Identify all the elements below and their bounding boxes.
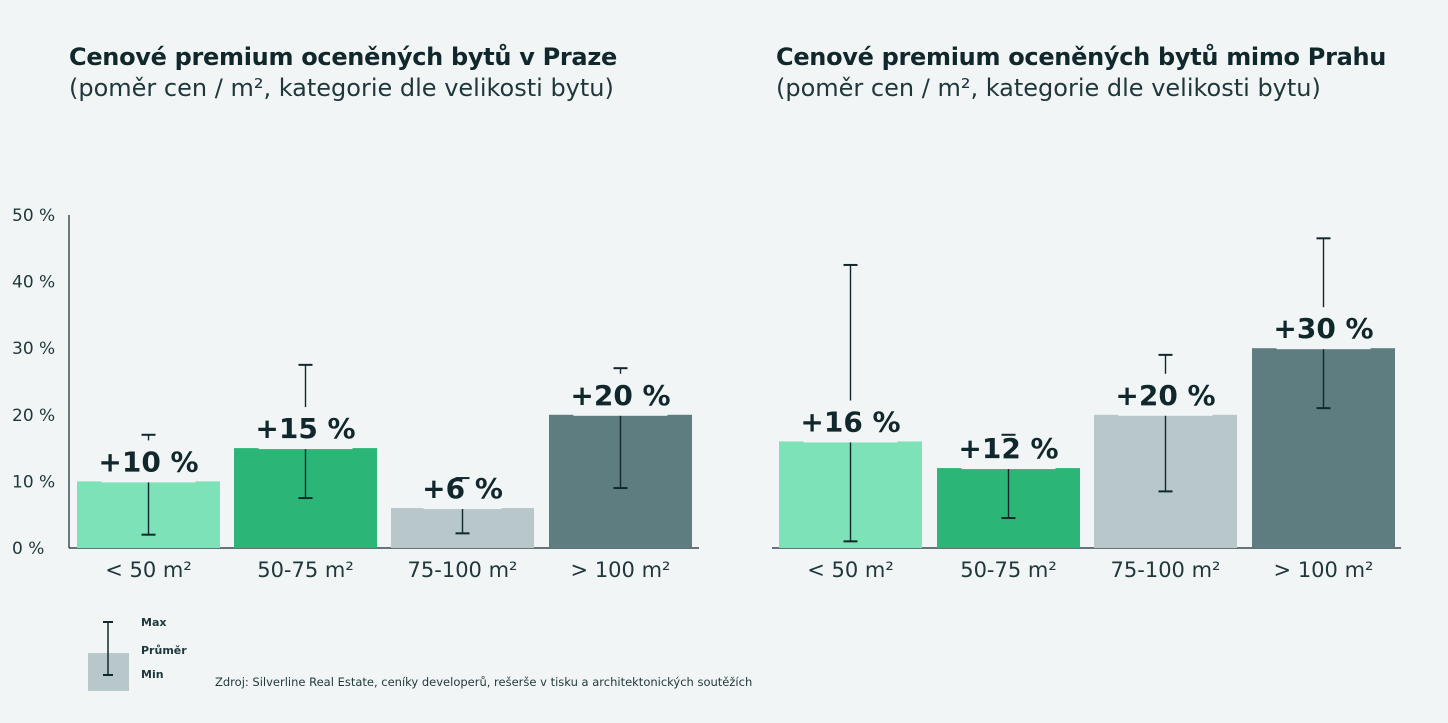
- y-tick-label: 10 %: [12, 472, 55, 492]
- x-tick-label: > 100 m²: [571, 558, 671, 582]
- chart-panel-outside-prague: +16 % < 50 m² +12 % 50-75 m² +20 % 75-100 m² +…: [772, 237, 1401, 582]
- data-label-background: [573, 373, 668, 416]
- data-label: +15 %: [255, 412, 355, 445]
- data-label-background: [1276, 307, 1371, 350]
- x-tick-label: 75-100 m²: [1111, 558, 1221, 582]
- chart-title-prague: Cenové premium oceněných bytů v Praze (p…: [69, 42, 617, 104]
- data-label-background: [101, 440, 196, 483]
- title-prague-subtitle: (poměr cen / m², kategorie dle velikosti…: [69, 74, 614, 102]
- legend-min-label: Min: [141, 668, 164, 681]
- x-tick-label: < 50 m²: [105, 558, 192, 582]
- y-tick-label: 0 %: [12, 539, 44, 559]
- source-note: Zdroj: Silverline Real Estate, ceníky de…: [215, 675, 753, 689]
- y-tick-label: 30 %: [12, 339, 55, 359]
- data-label: +20 %: [1115, 379, 1215, 412]
- data-label-background: [803, 400, 898, 443]
- title-prague-bold: Cenové premium oceněných bytů v Praze: [69, 43, 617, 71]
- x-tick-label: 75-100 m²: [408, 558, 518, 582]
- data-label-background: [1118, 373, 1213, 416]
- y-tick-label: 20 %: [12, 406, 55, 426]
- x-tick-label: > 100 m²: [1274, 558, 1374, 582]
- x-tick-label: 50-75 m²: [960, 558, 1057, 582]
- data-label: +12 %: [958, 432, 1058, 465]
- data-label: +6 %: [422, 472, 503, 505]
- legend-max-label: Max: [141, 616, 166, 629]
- data-label-background: [258, 407, 353, 450]
- x-tick-label: 50-75 m²: [257, 558, 354, 582]
- x-tick-label: < 50 m²: [807, 558, 894, 582]
- chart-title-outside-prague: Cenové premium oceněných bytů mimo Prahu…: [776, 42, 1386, 104]
- data-label: +16 %: [800, 405, 900, 438]
- title-outside-subtitle: (poměr cen / m², kategorie dle velikosti…: [776, 74, 1321, 102]
- y-tick-label: 40 %: [12, 273, 55, 293]
- legend: Max Průměr Min: [88, 616, 187, 691]
- legend-avg-label: Průměr: [141, 644, 187, 657]
- title-outside-bold: Cenové premium oceněných bytů mimo Prahu: [776, 43, 1387, 71]
- y-tick-label: 50 %: [12, 206, 55, 226]
- data-label: +30 %: [1273, 312, 1373, 345]
- data-label: +10 %: [98, 445, 198, 478]
- data-label-background: [423, 467, 502, 510]
- chart-panel-prague: 0 % 10 % 20 % 30 % 40 % 50 % +10 % < 50 m² +15 %…: [12, 206, 699, 582]
- data-label: +20 %: [570, 379, 670, 412]
